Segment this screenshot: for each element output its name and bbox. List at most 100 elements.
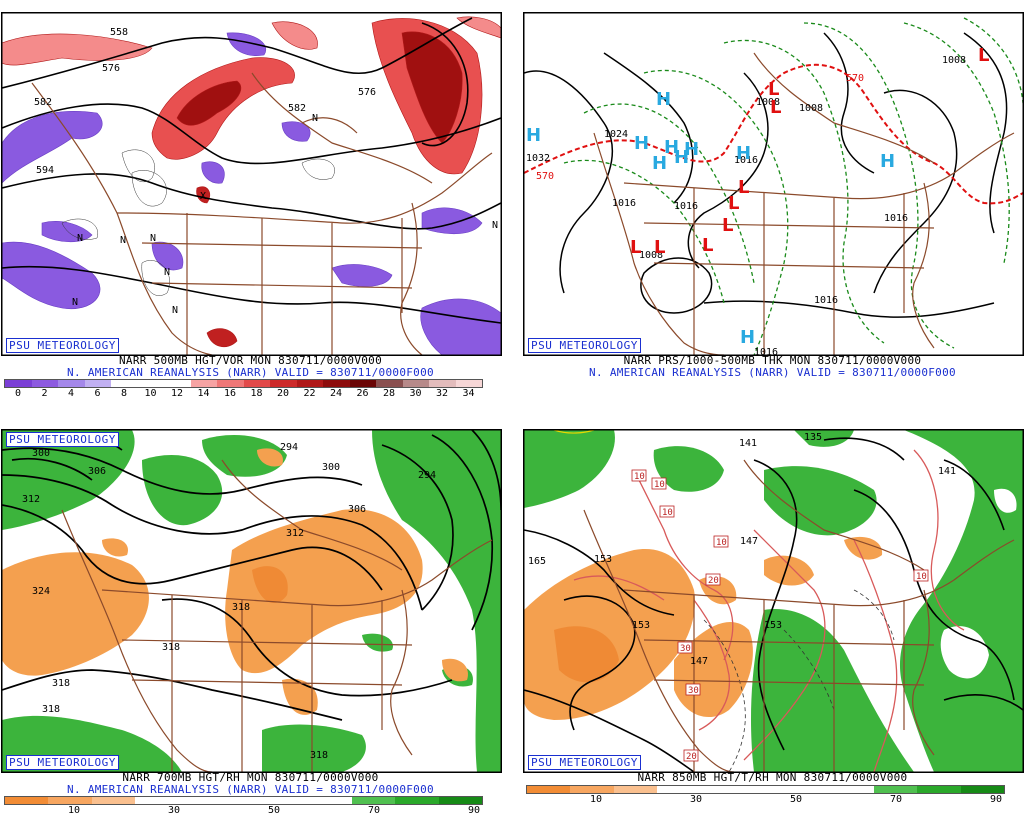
contour-label: 594 bbox=[36, 165, 54, 176]
high-center-h: H bbox=[526, 125, 541, 146]
dry-areas bbox=[2, 448, 468, 715]
isobar-label: 1008 bbox=[639, 250, 663, 261]
contour-label: 141 bbox=[938, 466, 956, 477]
colorbar-tick-label: 24 bbox=[329, 388, 343, 399]
colorbar-swatch bbox=[270, 380, 297, 387]
low-center-l: L bbox=[722, 215, 733, 236]
isobar-label: 1032 bbox=[526, 153, 550, 164]
vort-mark-x: X bbox=[200, 191, 206, 202]
vorticity-map-svg: N N N N N N N N X 558 576 582 594 582 57… bbox=[2, 13, 501, 355]
thickness-570-line bbox=[524, 63, 1023, 205]
colorbar-tick-label: 8 bbox=[120, 388, 128, 399]
high-center-h: H bbox=[740, 327, 755, 348]
colorbar-swatch bbox=[221, 797, 266, 804]
map-borders bbox=[31, 72, 493, 355]
thickness-lines bbox=[563, 17, 1023, 355]
panel-850mb-rh: 141 135 165 153 153 147 147 153 141 10 1… bbox=[522, 417, 1024, 819]
rh-colorbar-ticks: 10 30 50 70 90 bbox=[4, 805, 484, 817]
isobar-label: 1008 bbox=[799, 103, 823, 114]
isobar-label: 1016 bbox=[612, 198, 636, 209]
negative-vorticity-areas bbox=[2, 32, 501, 355]
colorbar-tick-label: 28 bbox=[382, 388, 396, 399]
colorbar-swatch bbox=[402, 380, 429, 387]
isobar-label: 1016 bbox=[734, 155, 758, 166]
low-center-l: L bbox=[738, 177, 749, 198]
colorbar-tick-label: 10 bbox=[589, 794, 603, 805]
contour-label: 300 bbox=[32, 448, 50, 459]
low-center-l: L bbox=[978, 45, 989, 66]
high-center-h: H bbox=[880, 151, 895, 172]
vort-mark-n: N bbox=[164, 267, 170, 278]
contour-label: 324 bbox=[32, 586, 50, 597]
low-center-l: L bbox=[654, 237, 665, 258]
colorbar-swatch bbox=[48, 797, 92, 804]
contour-label: 318 bbox=[310, 750, 328, 761]
dry-holes bbox=[940, 488, 1017, 679]
isobar-label: 1008 bbox=[942, 55, 966, 66]
vorticity-max-min-marks: N N N N N N N N X bbox=[72, 113, 498, 316]
map-borders bbox=[61, 459, 493, 772]
colorbar-swatch bbox=[5, 380, 32, 387]
height-contours bbox=[524, 437, 1023, 772]
product-title: NARR 700MB HGT/RH MON 830711/0000V000 bbox=[122, 771, 379, 784]
colorbar-tick-label: 10 bbox=[67, 805, 81, 816]
temperature-label: 20 bbox=[708, 576, 719, 586]
map-surface-pressure: 1032 1024 1016 1008 1016 1016 1008 1008 … bbox=[523, 12, 1024, 356]
colorbar-swatch bbox=[323, 380, 350, 387]
map-borders bbox=[593, 52, 1015, 355]
contour-label: 135 bbox=[804, 432, 822, 443]
colorbar-tick-label: 30 bbox=[167, 805, 181, 816]
map-500mb-vorticity: N N N N N N N N X 558 576 582 594 582 57… bbox=[1, 12, 502, 356]
high-center-h: H bbox=[674, 147, 689, 168]
colorbar-swatch bbox=[873, 786, 918, 793]
vort-mark-n: N bbox=[72, 297, 78, 308]
pressure-map-svg: 1032 1024 1016 1008 1016 1016 1008 1008 … bbox=[524, 13, 1023, 355]
colorbar-tick-label: 20 bbox=[276, 388, 290, 399]
temperature-labels: 10 10 10 10 20 30 30 20 10 bbox=[631, 469, 929, 762]
colorbar-swatch bbox=[308, 797, 352, 804]
height-contour-labels: 141 135 165 153 153 147 147 153 141 bbox=[528, 432, 956, 667]
contour-label: 312 bbox=[286, 528, 304, 539]
panel-500mb-vorticity: N N N N N N N N X 558 576 582 594 582 57… bbox=[0, 0, 502, 402]
colorbar-tick-label: 18 bbox=[250, 388, 263, 399]
colorbar-swatch bbox=[349, 380, 376, 387]
contour-label: 153 bbox=[632, 620, 650, 631]
contour-label: 306 bbox=[348, 504, 366, 515]
isobar-labels: 1032 1024 1016 1008 1016 1016 1008 1008 … bbox=[526, 55, 966, 355]
colorbar-swatch bbox=[570, 786, 614, 793]
height-contour-labels: 558 576 582 594 582 576 bbox=[34, 27, 376, 176]
temperature-label: 30 bbox=[680, 644, 691, 654]
height-contours bbox=[2, 17, 501, 324]
colorbar-tick-label: 90 bbox=[467, 805, 481, 816]
colorbar-tick-label: 30 bbox=[409, 388, 422, 399]
low-center-l: L bbox=[770, 97, 781, 118]
colorbar-swatch bbox=[5, 797, 49, 804]
map-borders bbox=[583, 459, 1015, 772]
temperature-label: 20 bbox=[686, 752, 697, 762]
vort-mark-n: N bbox=[172, 305, 178, 316]
colorbar-tick-label: 12 bbox=[170, 388, 184, 399]
colorbar-swatch bbox=[376, 380, 403, 387]
isobar-label: 1016 bbox=[884, 213, 908, 224]
vorticity-colorbar bbox=[4, 379, 483, 388]
colorbar-tick-label: 2 bbox=[41, 388, 48, 399]
contour-label: 141 bbox=[739, 438, 757, 449]
contour-label: 153 bbox=[764, 620, 782, 631]
vort-mark-n: N bbox=[312, 113, 318, 124]
pressure-centers: H H H H H H H H H H L L L L L L L L L bbox=[526, 45, 989, 348]
temperature-contours bbox=[573, 449, 965, 772]
colorbar-swatch bbox=[527, 786, 571, 793]
colorbar-swatch bbox=[455, 380, 482, 387]
colorbar-swatch bbox=[84, 380, 111, 387]
colorbar-swatch bbox=[830, 786, 874, 793]
colorbar-swatch bbox=[429, 380, 456, 387]
vort-mark-n: N bbox=[120, 235, 126, 246]
contour-label: 318 bbox=[232, 602, 250, 613]
psu-meteorology-badge: PSU METEOROLOGY bbox=[6, 338, 119, 353]
colorbar-tick-label: 0 bbox=[14, 388, 22, 399]
vort-mark-n: N bbox=[150, 233, 156, 244]
temperature-label: 10 bbox=[654, 480, 665, 490]
temperature-label: 10 bbox=[716, 538, 727, 548]
isobar-label: 1008 bbox=[756, 97, 780, 108]
product-title: NARR 500MB HGT/VOR MON 830711/0000V000 bbox=[118, 354, 383, 367]
